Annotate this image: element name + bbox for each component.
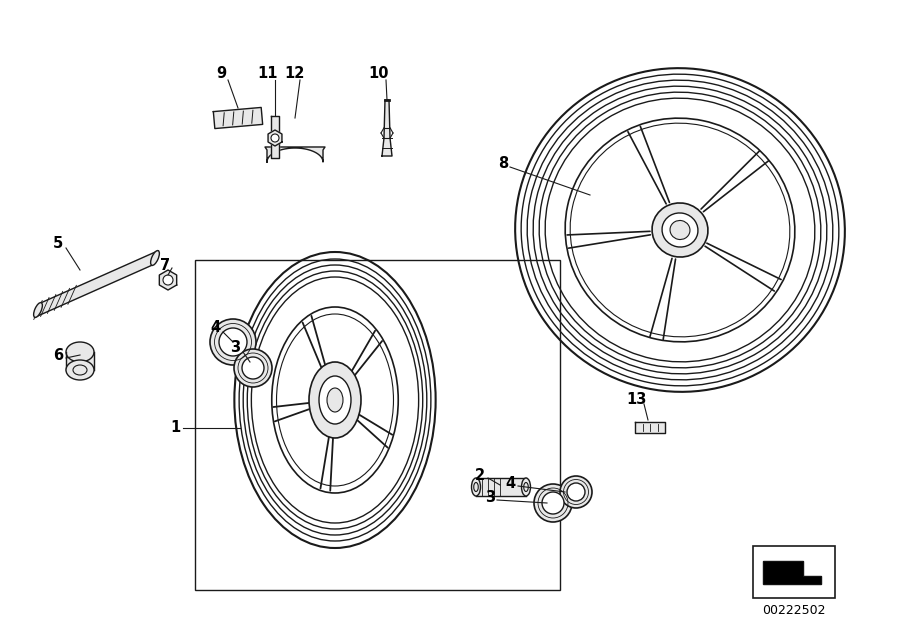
- Ellipse shape: [472, 478, 481, 496]
- Text: 10: 10: [369, 66, 389, 81]
- Ellipse shape: [150, 251, 159, 265]
- Ellipse shape: [309, 362, 361, 438]
- Ellipse shape: [66, 360, 94, 380]
- Ellipse shape: [542, 492, 564, 514]
- Polygon shape: [265, 147, 325, 162]
- Ellipse shape: [66, 342, 94, 362]
- Ellipse shape: [521, 478, 530, 496]
- Text: 13: 13: [626, 392, 647, 408]
- Polygon shape: [763, 561, 821, 584]
- Text: 12: 12: [284, 66, 305, 81]
- Ellipse shape: [242, 357, 264, 379]
- Polygon shape: [159, 270, 176, 290]
- Ellipse shape: [234, 349, 272, 387]
- Polygon shape: [635, 422, 665, 432]
- Ellipse shape: [560, 476, 592, 508]
- Polygon shape: [268, 130, 282, 146]
- Polygon shape: [382, 100, 392, 156]
- Text: 2: 2: [475, 467, 485, 483]
- Ellipse shape: [662, 213, 698, 247]
- Text: 1: 1: [170, 420, 180, 436]
- Polygon shape: [476, 478, 526, 496]
- Text: 4: 4: [210, 321, 220, 336]
- Text: 4: 4: [505, 476, 515, 492]
- Text: 7: 7: [160, 258, 170, 272]
- Text: 9: 9: [216, 66, 226, 81]
- Ellipse shape: [33, 303, 42, 317]
- Bar: [753, 546, 835, 598]
- Text: 3: 3: [230, 340, 240, 356]
- Ellipse shape: [327, 388, 343, 412]
- Ellipse shape: [210, 319, 256, 365]
- Ellipse shape: [319, 376, 351, 424]
- Ellipse shape: [271, 134, 279, 142]
- Text: 11: 11: [257, 66, 278, 81]
- Ellipse shape: [670, 221, 690, 240]
- Text: 5: 5: [53, 235, 63, 251]
- Ellipse shape: [163, 275, 173, 285]
- Polygon shape: [271, 116, 279, 158]
- Polygon shape: [213, 107, 263, 128]
- Text: 3: 3: [485, 490, 495, 504]
- Ellipse shape: [534, 484, 572, 522]
- Ellipse shape: [652, 203, 708, 257]
- Polygon shape: [35, 251, 158, 317]
- Polygon shape: [66, 352, 94, 370]
- Ellipse shape: [219, 328, 247, 356]
- Text: 8: 8: [498, 155, 508, 170]
- Text: 00222502: 00222502: [762, 604, 826, 618]
- Ellipse shape: [567, 483, 585, 501]
- Text: 6: 6: [53, 347, 63, 363]
- Bar: [195, 260, 560, 590]
